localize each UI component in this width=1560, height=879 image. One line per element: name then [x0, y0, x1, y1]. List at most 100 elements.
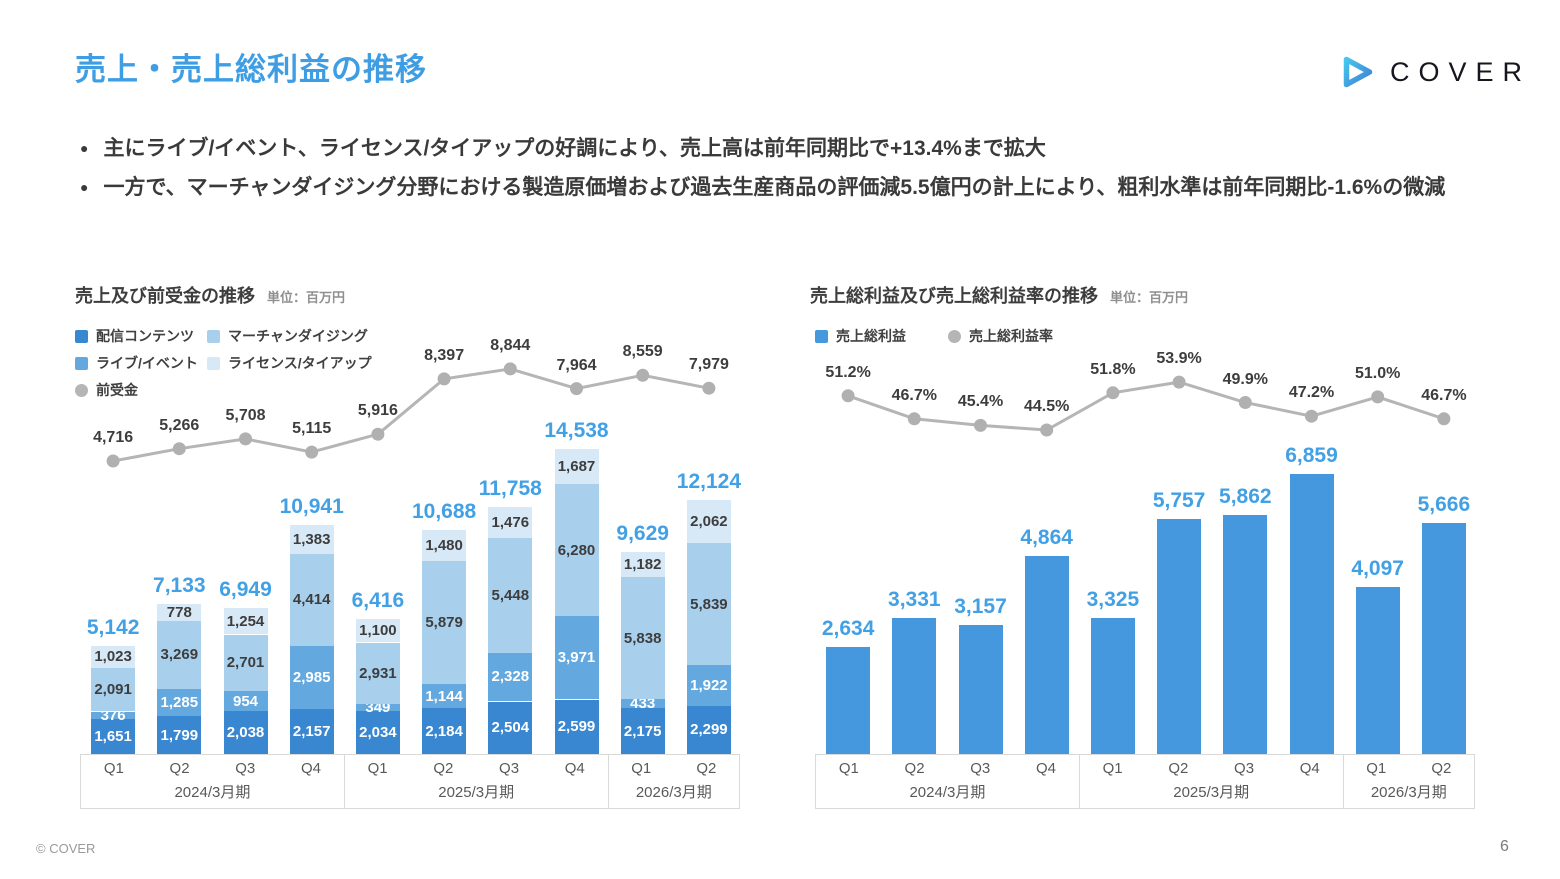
bar — [1090, 618, 1135, 754]
bar-segment-label: 1,799 — [160, 726, 199, 744]
stacked-bar-plot: 1,651 376 2,091 1,023 5,142 1,799 1,285 3,269 77… — [80, 337, 742, 754]
line-point-label: 45.4% — [957, 393, 1004, 411]
bar-value-label: 5,757 — [1152, 489, 1206, 512]
bar-segment-label: 1,254 — [226, 612, 265, 630]
bar-segment: 2,175 — [620, 708, 665, 754]
bar-total-label: 11,758 — [478, 477, 542, 501]
legend-label: ライセンス/タイアップ — [228, 355, 372, 371]
year-label: 2024/3月期 — [174, 784, 251, 801]
bullet-item: ● 一方で、マーチャンダイジング分野における製造原価増および過去生産商品の評価減… — [80, 173, 1500, 203]
chart-legend: 売上総利益 売上総利益率 — [815, 326, 1053, 346]
bar-total-label: 10,688 — [411, 499, 477, 523]
bar-segment-label: 2,038 — [226, 724, 265, 742]
bar-segment: 2,299 — [686, 705, 731, 754]
revenue-chart-panel: 売上及び前受金の推移 単位：百万円 配信コンテンツ マーチャンダイジング ライブ… — [75, 282, 747, 814]
bar-total-label: 6,416 — [351, 589, 405, 613]
quarter-row: Q1 Q2 Q3 Q4 — [816, 755, 1079, 782]
bar-total-label: 14,538 — [544, 419, 609, 442]
quarter-label: Q1 — [838, 760, 859, 777]
line-point-label: 8,559 — [622, 343, 663, 361]
quarter-label: Q3 — [235, 760, 256, 777]
year-label: 2024/3月期 — [909, 784, 986, 801]
bar-segment: 1,182 — [620, 552, 665, 577]
bar — [1289, 474, 1334, 754]
year-label: 2025/3月期 — [438, 784, 515, 801]
quarter-label: Q3 — [499, 760, 520, 777]
line-point-label: 8,397 — [424, 346, 465, 364]
bar-segment: 2,091 — [91, 667, 136, 712]
line-point-label: 7,979 — [688, 356, 729, 374]
line-point-label: 7,964 — [556, 356, 597, 374]
chart-header: 売上総利益及び売上総利益率の推移 単位：百万円 — [810, 282, 1482, 308]
bar-value-label: 3,325 — [1086, 588, 1140, 612]
legend-item: 売上総利益 — [815, 326, 906, 346]
axis-year-group: Q1 Q2 Q3 Q4 2024/3月期 — [80, 754, 345, 809]
bar-total-label: 10,941 — [279, 494, 344, 518]
bar-segment-label: 4,414 — [292, 591, 331, 609]
bar-segment: 1,922 — [686, 665, 731, 706]
bar-total-label: 9,629 — [616, 522, 669, 545]
bar-segment: 1,023 — [91, 646, 136, 668]
bar-segment-label: 2,034 — [359, 724, 397, 742]
bar-segment: 433 — [620, 695, 665, 712]
bar-segment: 3,269 — [157, 620, 202, 690]
bullet-marker-icon: ● — [80, 140, 89, 156]
quarter-label: Q2 — [696, 760, 717, 777]
quarter-label: Q4 — [300, 760, 321, 777]
bar-segment: 2,931 — [355, 642, 400, 704]
quarter-row: Q1 Q2 Q3 Q4 — [1080, 755, 1343, 782]
bar-segment-label: 1,383 — [292, 530, 331, 548]
legend-label: ライブ/イベント — [96, 355, 198, 371]
page-title: 売上・売上総利益の推移 — [75, 52, 427, 87]
bar-segment-label: 2,175 — [623, 722, 662, 740]
bar-segment: 5,838 — [620, 576, 665, 700]
bar-segment: 1,285 — [157, 689, 202, 717]
bar-plot: 2,634 3,331 3,157 4,864 3,325 5,757 5,862 6,859… — [815, 342, 1477, 754]
quarter-label: Q3 — [1234, 760, 1255, 777]
bar-value-label: 5,862 — [1219, 484, 1272, 508]
bar-segment: 2,599 — [554, 699, 599, 754]
bar-value-label: 2,634 — [821, 616, 875, 640]
quarter-label: Q2 — [904, 760, 925, 777]
bar-segment: 778 — [157, 604, 202, 621]
quarter-row: Q1 Q2 Q3 Q4 — [81, 755, 344, 782]
quarter-label: Q2 — [1168, 760, 1189, 777]
bar-value-label: 3,157 — [954, 595, 1007, 619]
line-point-label: 8,844 — [490, 336, 531, 354]
quarter-label: Q4 — [1035, 760, 1056, 777]
legend-label: 配信コンテンツ — [96, 328, 194, 344]
bar-segment: 3,971 — [554, 616, 599, 700]
bar-total-label: 5,142 — [86, 616, 140, 640]
line-point-label: 51.2% — [825, 363, 871, 381]
bar-total-label: 6,949 — [219, 578, 272, 602]
bar-value-label: 4,097 — [1351, 556, 1404, 580]
quarter-label: Q1 — [103, 760, 124, 777]
bar-segment: 1,476 — [488, 507, 533, 539]
bar-segment-label: 2,062 — [690, 512, 728, 530]
bullet-text: 主にライブ/イベント、ライセンス/タイアップの好調により、売上高は前年同期比で+… — [103, 137, 1046, 160]
legend-swatch — [207, 356, 220, 370]
line-point-label: 46.7% — [891, 386, 937, 404]
quarter-label: Q4 — [1299, 760, 1320, 777]
quarter-label: Q2 — [1431, 760, 1452, 777]
bar-segment: 1,254 — [223, 608, 268, 635]
bullet-text: 一方で、マーチャンダイジング分野における製造原価増および過去生産商品の評価減5.… — [103, 175, 1446, 199]
bullet-marker-icon: ● — [80, 178, 89, 195]
bar-segment-label: 5,448 — [491, 586, 530, 604]
bar-segment: 6,280 — [554, 484, 599, 617]
x-axis: Q1 Q2 Q3 Q4 2024/3月期 Q1 Q2 Q3 Q4 2025/3月期 Q1 Q2 2026… — [80, 754, 740, 809]
year-label: 2026/3月期 — [1370, 784, 1447, 801]
quarter-label: Q2 — [169, 760, 190, 777]
bar-segment: 2,328 — [488, 652, 533, 702]
year-label: 2026/3月期 — [635, 784, 712, 801]
bar-segment-label: 433 — [630, 695, 656, 713]
line-point-label: 5,266 — [159, 416, 200, 434]
bar-segment-label: 2,701 — [226, 654, 265, 672]
line-point-label: 51.8% — [1090, 360, 1136, 378]
bar — [892, 618, 937, 754]
bar — [826, 646, 871, 754]
bar-segment-label: 5,879 — [425, 613, 463, 631]
bar-segment-label: 2,985 — [292, 668, 331, 686]
bar-segment: 2,184 — [422, 708, 467, 754]
legend-swatch — [75, 383, 88, 397]
